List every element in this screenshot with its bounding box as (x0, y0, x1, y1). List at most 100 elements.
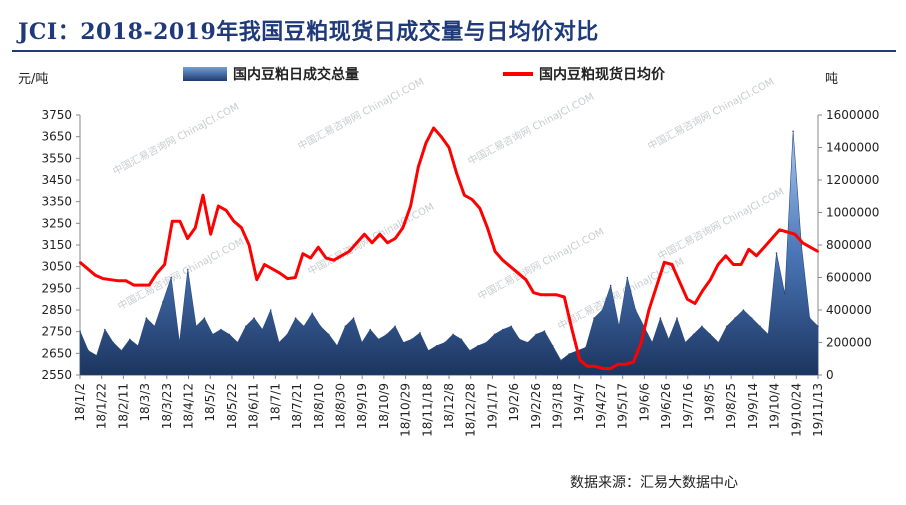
price-point (271, 267, 274, 270)
volume-point (178, 341, 181, 344)
price-point (524, 278, 527, 281)
price-point (547, 293, 550, 296)
volume-point (394, 325, 396, 328)
right-tick-label: 0 (826, 368, 834, 382)
volume-point (742, 309, 745, 311)
x-tick-label: 18/6/11 (247, 383, 261, 429)
volume-point (792, 130, 794, 133)
volume-point (784, 293, 786, 295)
volume-point (228, 333, 231, 336)
x-tick-label: 19/8/5 (702, 383, 716, 422)
x-tick-label: 18/12/8 (442, 383, 456, 429)
price-point (670, 263, 673, 266)
volume-point (104, 328, 106, 331)
left-tick-label: 3250 (41, 216, 72, 230)
watermark-text: 中国汇易咨询网 ChinaJCI.COM (305, 200, 436, 278)
price-point (401, 226, 404, 229)
volume-point (211, 333, 214, 336)
x-tick-label: 18/7/1 (268, 383, 282, 422)
price-point (609, 367, 612, 370)
volume-point (460, 338, 463, 341)
price-point (301, 252, 304, 255)
x-tick-label: 19/4/27 (594, 383, 608, 429)
price-point (155, 272, 158, 275)
price-point (109, 278, 112, 281)
price-point (709, 278, 712, 281)
price-point (202, 194, 204, 197)
price-point (294, 276, 297, 279)
volume-point (145, 317, 148, 319)
volume-point (170, 276, 172, 279)
volume-point (601, 309, 604, 311)
watermark-text: 中国汇易咨询网 ChinaJCI.COM (295, 75, 426, 153)
price-point (332, 259, 335, 262)
price-point (132, 284, 135, 287)
price-point (355, 241, 358, 244)
volume-point (568, 353, 570, 355)
volume-point (187, 268, 189, 271)
x-tick-label: 18/12/28 (464, 383, 478, 437)
x-tick-label: 18/8/10 (312, 383, 326, 429)
x-tick-label: 19/6/6 (637, 383, 651, 422)
volume-point (808, 317, 811, 319)
price-point (540, 293, 543, 296)
volume-point (800, 244, 803, 246)
watermark-text: 中国汇易咨询网 ChinaJCI.COM (645, 75, 776, 153)
volume-point (609, 284, 612, 287)
x-tick-label: 19/6/26 (659, 383, 673, 429)
price-point (455, 172, 458, 175)
price-point (140, 284, 143, 287)
x-tick-label: 19/11/13 (811, 383, 825, 437)
volume-point (585, 346, 587, 349)
watermark-text: 中国汇易咨询网 ChinaJCI.COM (115, 235, 246, 313)
x-tick-label: 19/2/6 (507, 383, 521, 422)
price-point (486, 226, 489, 229)
price-point (394, 237, 397, 240)
x-tick-label: 18/11/18 (420, 383, 434, 437)
price-point (309, 257, 312, 259)
x-tick-label: 18/1/2 (73, 383, 87, 422)
price-point (278, 272, 281, 275)
volume-point (750, 317, 753, 319)
legend-price: 国内豆粕现货日均价 (503, 64, 665, 84)
legend-volume-label: 国内豆粕日成交总量 (233, 67, 359, 83)
volume-point (659, 317, 662, 319)
volume-point (527, 341, 529, 344)
volume-point (352, 317, 355, 319)
volume-point (817, 325, 819, 328)
price-point (325, 257, 327, 259)
right-tick-label: 600000 (826, 271, 872, 285)
x-tick-label: 19/2/26 (529, 383, 543, 429)
price-point (478, 207, 481, 210)
price-point (248, 244, 251, 246)
volume-point (502, 328, 504, 331)
x-tick-label: 18/1/22 (95, 383, 109, 429)
chart-title: JCI：2018-2019年我国豆粕现货日成交量与日均价对比 (18, 19, 599, 45)
volume-point (261, 328, 264, 331)
volume-area (79, 131, 819, 376)
left-axis-ticks: 3750 3650 3550 3450 3350 3250 3150 3050 2950 2850… (41, 108, 80, 382)
volume-point (311, 312, 314, 315)
price-point (763, 246, 766, 249)
legend-price-swatch (503, 72, 533, 76)
x-tick-label: 19/9/14 (746, 383, 760, 429)
x-tick-label: 19/4/7 (572, 383, 586, 422)
right-axis-unit: 吨 (825, 72, 839, 87)
right-tick-label: 400000 (826, 303, 872, 317)
price-point (640, 341, 643, 344)
volume-point (535, 333, 537, 336)
legend-volume: 国内豆粕日成交总量 (183, 64, 359, 84)
left-axis-unit: 元/吨 (18, 72, 49, 87)
price-point (171, 220, 174, 223)
volume-point (452, 333, 454, 336)
volume-point (286, 333, 289, 336)
price-point (563, 296, 566, 298)
volume-point (253, 317, 255, 319)
x-tick-label: 18/3/3 (138, 383, 152, 422)
volume-point (369, 328, 372, 331)
volume-point (419, 332, 421, 334)
volume-point (336, 345, 338, 347)
left-tick-label: 2750 (41, 325, 72, 339)
price-point (755, 254, 758, 257)
volume-point (377, 338, 380, 341)
